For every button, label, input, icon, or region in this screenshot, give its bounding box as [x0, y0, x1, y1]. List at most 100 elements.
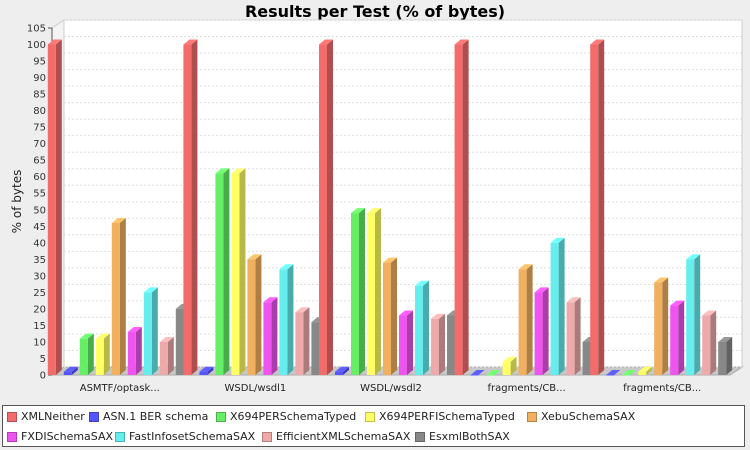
- bar: [247, 259, 256, 375]
- legend-label: X694PERFISchemaTyped: [379, 410, 515, 423]
- bar: [95, 338, 104, 375]
- bar-top: [63, 366, 78, 372]
- bar: [550, 242, 559, 375]
- bar-side: [710, 310, 717, 375]
- bar-top: [127, 327, 142, 333]
- bar-side: [55, 39, 62, 376]
- bar: [654, 282, 663, 375]
- bar-side: [359, 208, 365, 375]
- legend-label: X694PERSchemaTyped: [230, 410, 357, 423]
- y-tick-label: 55: [33, 189, 46, 200]
- bar: [447, 315, 455, 375]
- bar: [335, 371, 343, 375]
- x-tick-label: WSDL/wsdl2: [360, 383, 422, 394]
- bar-top: [686, 254, 701, 260]
- y-tick-label: 15: [33, 321, 46, 332]
- bar-top: [622, 370, 637, 375]
- legend-item: FXDISchemaSAX: [7, 430, 113, 443]
- bar-top: [143, 287, 158, 293]
- bar-top: [79, 333, 94, 339]
- bar: [518, 269, 527, 375]
- legend-item: XMLNeither: [7, 410, 85, 423]
- legend-swatch: [216, 411, 226, 422]
- bar-top: [231, 168, 246, 174]
- bar-top: [590, 39, 605, 45]
- bar-top: [111, 217, 126, 223]
- bar-side: [255, 254, 262, 375]
- bar-top: [638, 366, 653, 372]
- bar-top: [454, 39, 469, 45]
- bar: [502, 361, 511, 375]
- legend-label: EfficientXMLSchemaSAX: [276, 430, 411, 443]
- x-tick-label: fragments/CB...: [623, 383, 701, 394]
- bar: [367, 213, 375, 375]
- bar: [686, 259, 695, 375]
- bar-side: [103, 333, 110, 375]
- legend-label: ASN.1 BER schema: [103, 410, 209, 423]
- bar-side: [726, 336, 733, 375]
- bar-side: [526, 264, 533, 375]
- y-tick-label: 10: [33, 337, 46, 348]
- bar: [63, 371, 72, 375]
- bar: [175, 308, 184, 375]
- y-tick-label: 0: [40, 371, 46, 382]
- bar: [638, 371, 647, 375]
- legend-item: ASN.1 BER schema: [89, 410, 208, 423]
- bar-top: [534, 287, 549, 293]
- bar: [534, 292, 543, 375]
- legend-label: FXDISchemaSAX: [21, 430, 114, 443]
- bar-side: [207, 366, 214, 375]
- bar: [199, 371, 208, 375]
- y-axis-label: % of bytes: [10, 170, 24, 234]
- x-tick-label: ASMTF/optask...: [80, 383, 160, 394]
- bar: [431, 318, 439, 375]
- chart-title: Results per Test (% of bytes): [244, 2, 506, 21]
- bar: [215, 173, 224, 375]
- y-tick-label: 95: [33, 57, 46, 68]
- y-tick-label: 35: [33, 255, 46, 266]
- y-tick-label: 90: [33, 73, 46, 84]
- bar: [718, 341, 727, 375]
- bar-top: [183, 39, 198, 45]
- bar-side: [574, 297, 581, 375]
- bar: [159, 341, 168, 375]
- bar: [582, 341, 591, 375]
- bar: [566, 302, 575, 375]
- bar-side: [343, 366, 349, 375]
- bar: [183, 44, 192, 376]
- bar: [263, 302, 272, 375]
- bar-top: [718, 336, 733, 342]
- y-tick-label: 100: [27, 40, 46, 51]
- y-tick-label: 40: [33, 238, 46, 249]
- legend-swatch: [115, 431, 125, 442]
- legend-swatch: [7, 411, 17, 422]
- bar-top: [159, 336, 174, 342]
- bar-top: [550, 237, 565, 243]
- bar-top: [215, 168, 230, 174]
- bar-top: [470, 370, 485, 375]
- chart-legend: XMLNeither ASN.1 BER schema X694PERSchemaT…: [2, 405, 745, 447]
- bar-top: [502, 356, 517, 362]
- bar-side: [694, 254, 701, 375]
- x-tick-label: fragments/CB...: [487, 383, 565, 394]
- bar: [415, 285, 423, 375]
- bar-top: [518, 264, 533, 270]
- y-tick-label: 5: [40, 354, 46, 365]
- bar-top: [47, 39, 62, 45]
- bar-side: [87, 333, 94, 375]
- bar-side: [558, 237, 565, 375]
- bar-top: [702, 310, 717, 316]
- bar-side: [71, 366, 78, 375]
- bar: [79, 338, 88, 375]
- bar: [311, 322, 320, 375]
- legend-item: EfficientXMLSchemaSAX: [262, 430, 410, 443]
- bar: [143, 292, 152, 375]
- legend-swatch: [89, 411, 99, 422]
- bar: [295, 312, 304, 375]
- bar-top: [95, 333, 110, 339]
- legend-item: EsxmlBothSAX: [415, 430, 510, 443]
- bar-side: [662, 277, 669, 375]
- bar: [47, 44, 56, 376]
- bar-side: [407, 310, 413, 375]
- y-tick-label: 85: [33, 90, 46, 101]
